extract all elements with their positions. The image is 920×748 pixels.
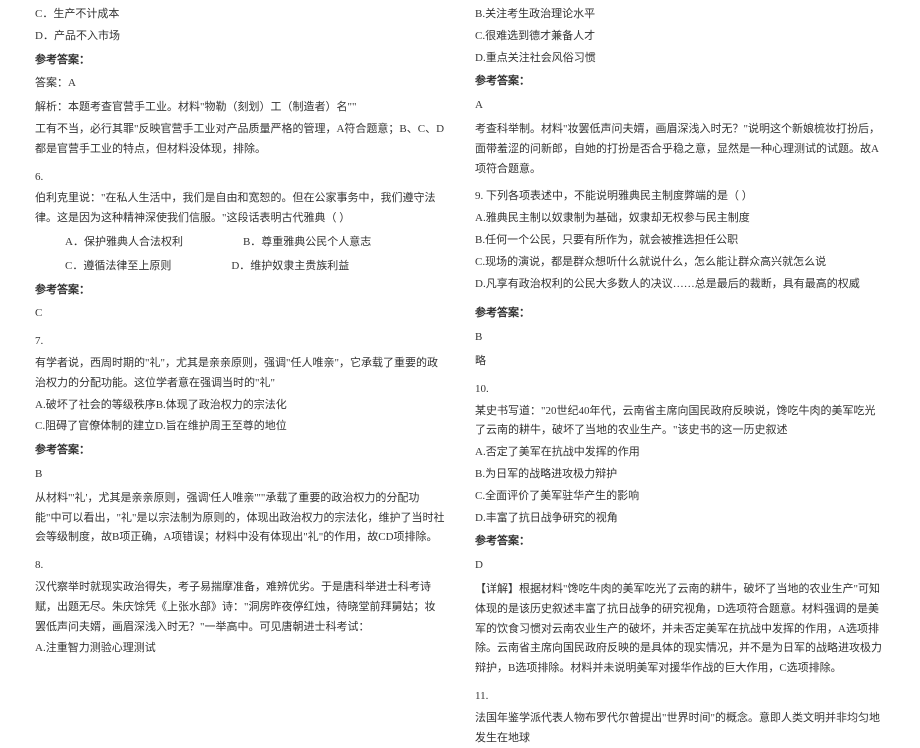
q9-answer-label: 参考答案： (475, 304, 885, 324)
q8-explain: 考查科举制。材料"妆罢低声问夫婿，画眉深浅入时无？"说明这个新娘梳妆打扮后，面带… (475, 120, 885, 179)
q10-number: 10. (475, 380, 885, 400)
q6-answer-label: 参考答案： (35, 281, 445, 301)
q10-text: 某史书写道："20世纪40年代，云南省主席向国民政府反映说，馋吃牛肉的美军吃光了… (475, 402, 885, 442)
q9-option-a: A.雅典民主制以奴隶制为基础，奴隶却无权参与民主制度 (475, 209, 885, 229)
q10-option-a: A.否定了美军在抗战中发挥的作用 (475, 443, 885, 463)
q10-option-d: D.丰富了抗日战争研究的视角 (475, 509, 885, 529)
q7-answer-label: 参考答案： (35, 441, 445, 461)
q10-explain: 【详解】根据材料"馋吃牛肉的美军吃光了云南的耕牛，破坏了当地的农业生产"可知体现… (475, 580, 885, 679)
q10-answer-label: 参考答案： (475, 532, 885, 552)
q7-options-cd: C.阻碍了官僚体制的建立D.旨在维护周王至尊的地位 (35, 417, 445, 437)
q7-answer: B (35, 465, 445, 485)
q10-answer: D (475, 556, 885, 576)
q6-number: 6. (35, 168, 445, 188)
q5-option-c: C．生产不计成本 (35, 5, 445, 25)
q5-answer-label: 参考答案： (35, 51, 445, 71)
q8-answer: A (475, 96, 885, 116)
q8-number: 8. (35, 556, 445, 576)
q7-number: 7. (35, 332, 445, 352)
q8-option-b: B.关注考生政治理论水平 (475, 5, 885, 25)
q7-options-ab: A.破坏了社会的等级秩序B.体现了政治权力的宗法化 (35, 396, 445, 416)
q11-number: 11. (475, 687, 885, 707)
q8-option-d: D.重点关注社会风俗习惯 (475, 49, 885, 69)
q8-option-a: A.注重智力测验心理测试 (35, 639, 445, 659)
q9-option-b: B.任何一个公民，只要有所作为，就会被推选担任公职 (475, 231, 885, 251)
q9-option-c: C.现场的演说，都是群众想听什么就说什么，怎么能让群众高兴就怎么说 (475, 253, 885, 273)
q6-option-a: A．保护雅典人合法权利 (65, 233, 183, 253)
q10-option-b: B.为日军的战略进攻极力辩护 (475, 465, 885, 485)
q9-brief: 略 (475, 352, 885, 372)
q7-text: 有学者说，西周时期的"礼"，尤其是亲亲原则，强调"任人唯亲"，它承载了重要的政治… (35, 354, 445, 394)
q6-text: 伯利克里说："在私人生活中，我们是自由和宽恕的。但在公家事务中，我们遵守法律。这… (35, 189, 445, 229)
q11-text: 法国年鉴学派代表人物布罗代尔曾提出"世界时间"的概念。意即人类文明并非均匀地发生… (475, 709, 885, 748)
q6-option-c: C．遵循法律至上原则 (65, 257, 171, 277)
q9-option-d: D.凡享有政治权利的公民大多数人的决议……总是最后的裁断，具有最高的权威 (475, 275, 885, 295)
q9-header: 9. 下列各项表述中，不能说明雅典民主制度弊端的是（ ） (475, 187, 885, 207)
q6-option-b: B．尊重雅典公民个人意志 (243, 233, 371, 253)
q5-option-d: D．产品不入市场 (35, 27, 445, 47)
q6-option-d: D．维护奴隶主贵族利益 (231, 257, 349, 277)
q5-answer: 答案：A (35, 74, 445, 94)
q7-explain: 从材料"'礼'，尤其是亲亲原则，强调'任人唯亲'""承载了重要的政治权力的分配功… (35, 489, 445, 548)
q8-option-c: C.很难选到德才兼备人才 (475, 27, 885, 47)
q5-explain-1: 解析：本题考查官营手工业。材料"物勒（刻划）工（制造者）名"" (35, 98, 445, 118)
q5-explain-2: 工有不当，必行其罪"反映官营手工业对产品质量严格的管理，A符合题意；B、C、D都… (35, 120, 445, 160)
q6-answer: C (35, 304, 445, 324)
q8-answer-label: 参考答案： (475, 72, 885, 92)
q8-text: 汉代察举时就现实政治得失，考子易揣摩准备，难辨优劣。于是唐科举进士科考诗赋，出题… (35, 578, 445, 637)
q9-answer: B (475, 328, 885, 348)
q10-option-c: C.全面评价了美军驻华产生的影响 (475, 487, 885, 507)
